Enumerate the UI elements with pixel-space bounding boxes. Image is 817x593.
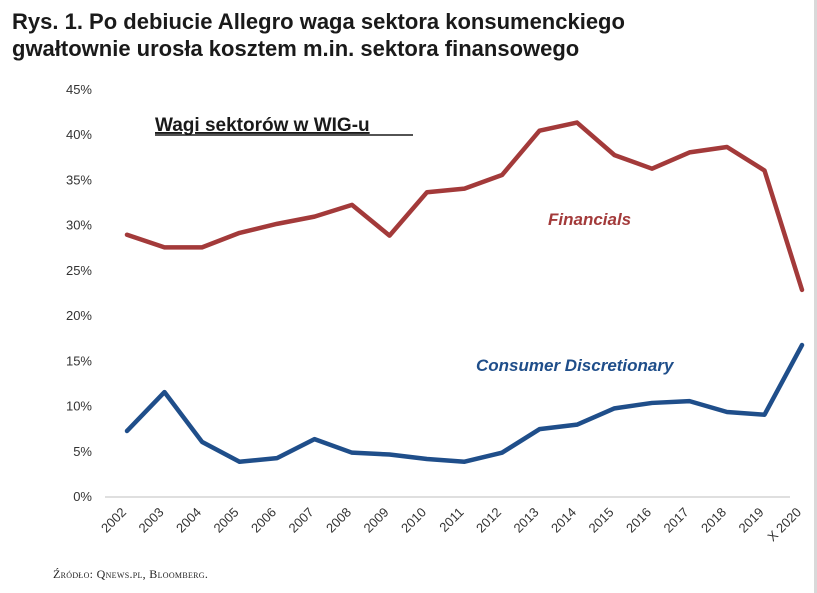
x-tick-label: 2004 (173, 505, 204, 536)
series-lines (124, 120, 805, 464)
x-tick-label: X 2020 (764, 505, 804, 545)
y-tick-label: 35% (66, 172, 92, 187)
y-tick-label: 5% (73, 444, 92, 459)
y-tick-label: 15% (66, 353, 92, 368)
y-tick-label: 45% (66, 82, 92, 97)
x-tick-label: 2011 (436, 505, 466, 535)
y-tick-label: 10% (66, 399, 92, 414)
chart-title: Wagi sektorów w WIG-u (155, 115, 370, 136)
x-tick-label: 2007 (286, 505, 317, 536)
x-tick-label: 2002 (98, 505, 129, 536)
x-tick-label: 2016 (623, 505, 654, 536)
x-tick-label: 2017 (661, 505, 692, 536)
series-line-consumer-discretionary (124, 342, 805, 464)
x-tick-label: 2019 (736, 505, 767, 536)
x-tick-label: 2018 (698, 505, 729, 536)
y-tick-label: 20% (66, 308, 92, 323)
x-tick-label: 2010 (398, 505, 429, 536)
x-tick-label: 2008 (323, 505, 354, 536)
figure-title-line-2: gwałtownie urosła kosztem m.in. sektora … (12, 36, 580, 61)
x-tick-label: 2012 (473, 505, 504, 536)
series-label-financials: Financials (548, 210, 631, 229)
y-tick-label: 30% (66, 218, 92, 233)
series-label-consumer-discretionary: Consumer Discretionary (476, 356, 675, 375)
page-edge (814, 0, 817, 593)
y-tick-label: 0% (73, 489, 92, 504)
x-tick-label: 2006 (248, 505, 279, 536)
chart-labels: Wagi sektorów w WIG-u Financials Consumer … (155, 115, 675, 375)
source-note: Źródło: Qnews.pl, Bloomberg. (53, 567, 209, 581)
figure-title: Rys. 1. Po debiucie Allegro waga sektora… (12, 8, 802, 62)
series-line-financials (124, 120, 805, 293)
y-tick-label: 25% (66, 263, 92, 278)
x-tick-label: 2009 (361, 505, 392, 536)
figure-title-line-1: Rys. 1. Po debiucie Allegro waga sektora… (12, 9, 625, 34)
x-tick-label: 2005 (211, 505, 242, 536)
y-tick-label: 40% (66, 127, 92, 142)
x-tick-label: 2015 (586, 505, 617, 536)
x-tick-label: 2014 (548, 505, 579, 536)
x-tick-label: 2003 (136, 505, 167, 536)
x-tick-label: 2013 (511, 505, 542, 536)
